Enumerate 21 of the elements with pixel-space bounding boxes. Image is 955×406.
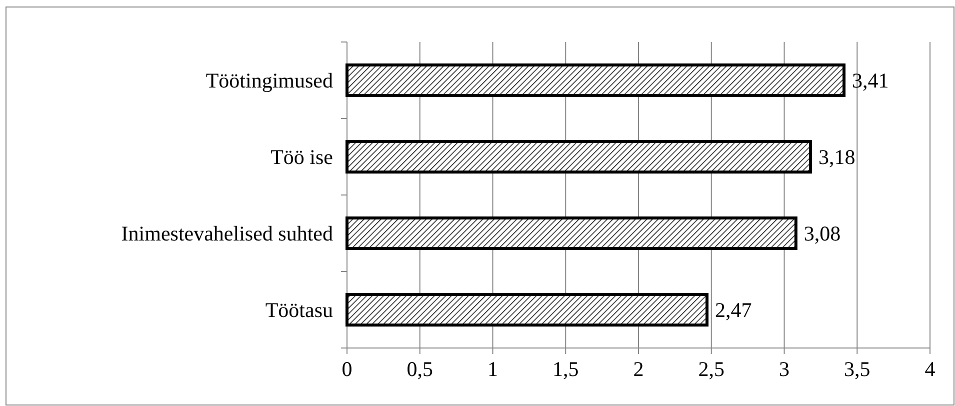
x-tick-label: 3: [779, 357, 790, 381]
x-tick-label: 1: [488, 357, 498, 381]
bar: [346, 63, 846, 98]
y-tick-label: Inimestevahelised suhted: [121, 222, 334, 246]
x-tick-label: 4: [924, 357, 936, 381]
x-tick-label: 0,5: [406, 357, 433, 381]
data-label: 3,41: [852, 68, 889, 93]
x-tick-label: 2,5: [698, 357, 724, 381]
y-tick-label: Töötingimused: [206, 68, 334, 93]
x-tick-label: 1,5: [552, 357, 579, 381]
data-label: 2,47: [715, 298, 752, 322]
bar: [346, 140, 812, 174]
y-tick-label: Töötasu: [265, 298, 334, 322]
x-tick-label: 0: [342, 357, 352, 381]
data-label: 3,08: [804, 222, 841, 246]
x-tick-label: 2: [633, 357, 644, 381]
x-tick-label: 3,5: [844, 357, 870, 381]
y-tick-label: Töö ise: [270, 145, 333, 170]
data-label: 3,18: [818, 145, 856, 170]
bar: [346, 216, 798, 250]
bar: [346, 292, 709, 327]
